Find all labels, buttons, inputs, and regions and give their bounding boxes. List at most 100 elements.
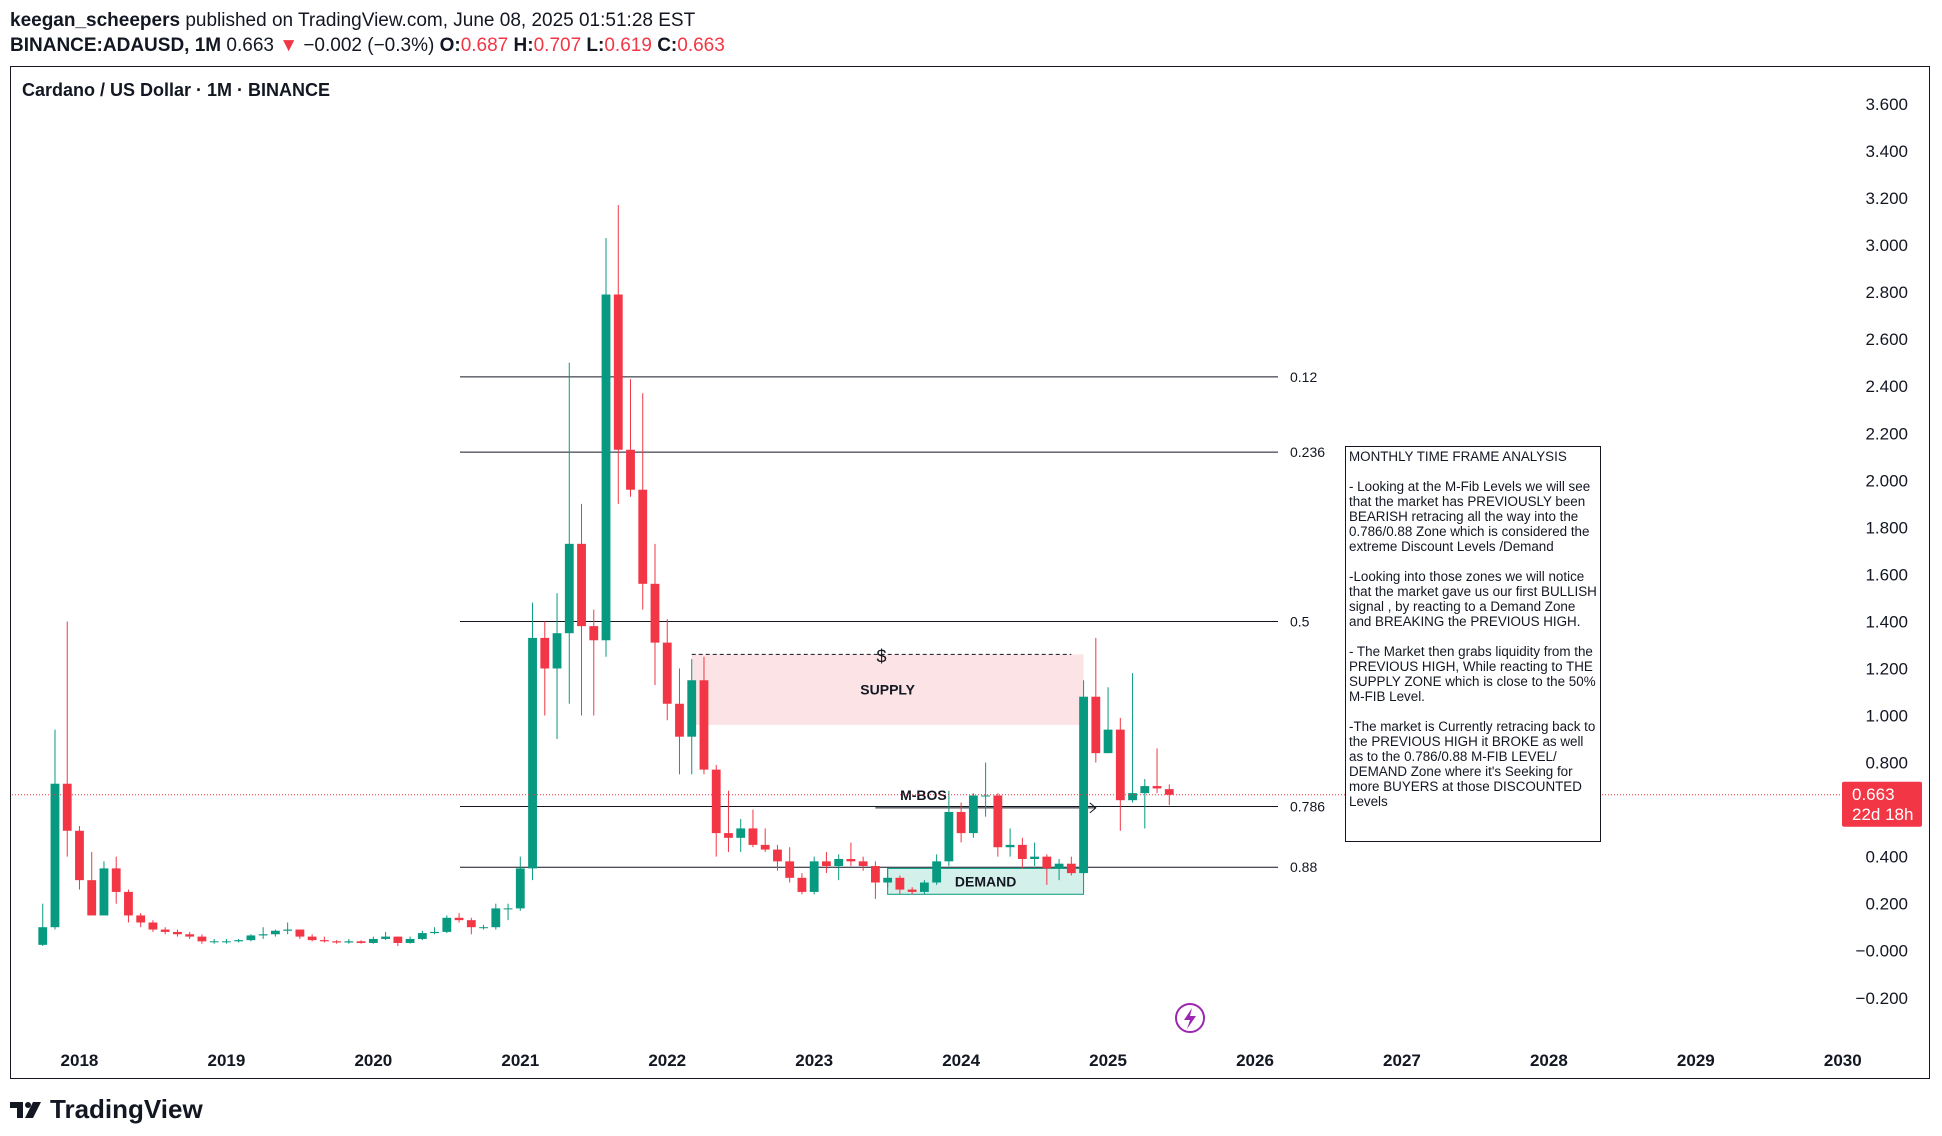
candle-body — [368, 938, 378, 943]
candle-body — [234, 940, 244, 942]
y-tick-label: 0.800 — [1865, 754, 1908, 773]
candle-body — [1017, 844, 1027, 859]
chart-title: Cardano / US Dollar · 1M · BINANCE — [22, 80, 331, 100]
candle-body — [846, 858, 856, 862]
symbol-line: BINANCE:ADAUSD, 1M 0.663 ▼ −0.002 (−0.3%… — [10, 33, 725, 58]
candle-body — [283, 929, 293, 931]
candle-body — [136, 915, 146, 923]
candle-body — [124, 891, 133, 916]
author-name[interactable]: keegan_scheepers — [10, 10, 181, 31]
fib-level-label: 0.786 — [1290, 799, 1325, 815]
chart-header: keegan_scheepers published on TradingVie… — [10, 8, 725, 58]
candle-body — [1030, 856, 1040, 859]
y-tick-label: 3.600 — [1865, 95, 1908, 114]
x-tick-label: 2024 — [942, 1051, 980, 1070]
last-price-tag — [1842, 781, 1922, 827]
x-tick-label: 2030 — [1824, 1051, 1862, 1070]
y-tick-label: 2.000 — [1865, 471, 1908, 490]
candle-body — [760, 844, 770, 850]
y-tick-label: 3.400 — [1865, 142, 1908, 161]
candle-body — [319, 940, 329, 942]
publish-info: published on TradingView.com, June 08, 2… — [185, 10, 696, 31]
y-tick-label: 1.200 — [1865, 659, 1908, 678]
y-tick-label: 1.600 — [1865, 565, 1908, 584]
candle-body — [870, 866, 880, 883]
candle-body — [540, 637, 550, 669]
y-tick-label: 1.400 — [1865, 612, 1908, 631]
supply-zone-label: SUPPLY — [860, 682, 915, 698]
close-value: 0.663 — [677, 35, 725, 56]
publish-line: keegan_scheepers published on TradingVie… — [10, 8, 725, 33]
candle-body — [75, 830, 84, 881]
liquidity-dollar-label: $ — [877, 646, 887, 666]
candle-body — [185, 934, 195, 937]
y-tick-label: 1.800 — [1865, 518, 1908, 537]
candle-body — [552, 633, 562, 669]
candle-body — [1054, 863, 1064, 869]
demand-zone-label: DEMAND — [955, 873, 1016, 889]
candle-body — [393, 936, 403, 943]
candle-body — [466, 920, 476, 928]
candle-body — [736, 828, 746, 838]
candle-body — [601, 294, 611, 641]
x-tick-label: 2027 — [1383, 1051, 1421, 1070]
candle-body — [724, 833, 733, 838]
y-tick-label: 2.200 — [1865, 424, 1908, 443]
mbos-arrow-icon — [1089, 802, 1097, 814]
x-tick-label: 2018 — [61, 1051, 99, 1070]
tradingview-footer[interactable]: TradingView — [10, 1094, 203, 1125]
supply-zone — [691, 654, 1084, 725]
candle-body — [197, 936, 207, 942]
x-tick-label: 2026 — [1236, 1051, 1274, 1070]
candle-body — [270, 930, 280, 935]
y-tick-label: 3.200 — [1865, 189, 1908, 208]
price-countdown: 22d 18h — [1852, 805, 1913, 824]
candle-body — [344, 941, 354, 943]
candle-body — [711, 769, 721, 834]
candle-body — [687, 680, 697, 737]
last-price-value: 0.663 — [1852, 785, 1895, 804]
candle-body — [307, 936, 317, 941]
candle-body — [638, 489, 648, 584]
y-tick-label: −0.000 — [1856, 942, 1908, 961]
candle-body — [1066, 863, 1076, 874]
candle-body — [442, 917, 452, 932]
candle-body — [577, 543, 586, 627]
x-tick-label: 2021 — [501, 1051, 539, 1070]
open-value: 0.687 — [460, 35, 509, 56]
mbos-label: M-BOS — [900, 787, 947, 803]
candle-body — [1115, 729, 1125, 801]
candle-body — [173, 931, 182, 935]
high-label: H: — [513, 35, 534, 56]
candle-body — [1128, 793, 1137, 801]
candle-body — [295, 929, 305, 937]
candle-body — [160, 929, 170, 932]
candle-body — [62, 783, 72, 831]
candle-body — [87, 880, 97, 916]
x-tick-label: 2028 — [1530, 1051, 1568, 1070]
fib-level-label: 0.12 — [1290, 369, 1317, 385]
candle-body — [564, 543, 574, 634]
down-arrow-icon: ▼ — [279, 35, 299, 56]
candle-body — [613, 294, 623, 450]
candle-body — [1005, 844, 1015, 848]
candle-body — [430, 931, 439, 934]
analysis-note: MONTHLY TIME FRAME ANALYSIS - Looking at… — [1345, 446, 1601, 842]
candle-body — [956, 811, 966, 834]
open-label: O: — [439, 35, 461, 56]
chart-frame — [10, 66, 1930, 1079]
x-tick-label: 2020 — [354, 1051, 392, 1070]
candle-body — [1164, 789, 1174, 795]
candle-body — [246, 935, 256, 941]
low-value: 0.619 — [604, 35, 652, 56]
symbol-name[interactable]: BINANCE:ADAUSD, 1M — [10, 35, 222, 56]
candle-body — [932, 861, 942, 883]
candle-body — [993, 795, 1003, 848]
footer-brand: TradingView — [50, 1094, 203, 1124]
candle-body — [515, 868, 525, 909]
candle-body — [883, 877, 893, 883]
candle-body — [111, 868, 121, 892]
candle-body — [981, 795, 991, 797]
candle-body — [99, 868, 109, 916]
